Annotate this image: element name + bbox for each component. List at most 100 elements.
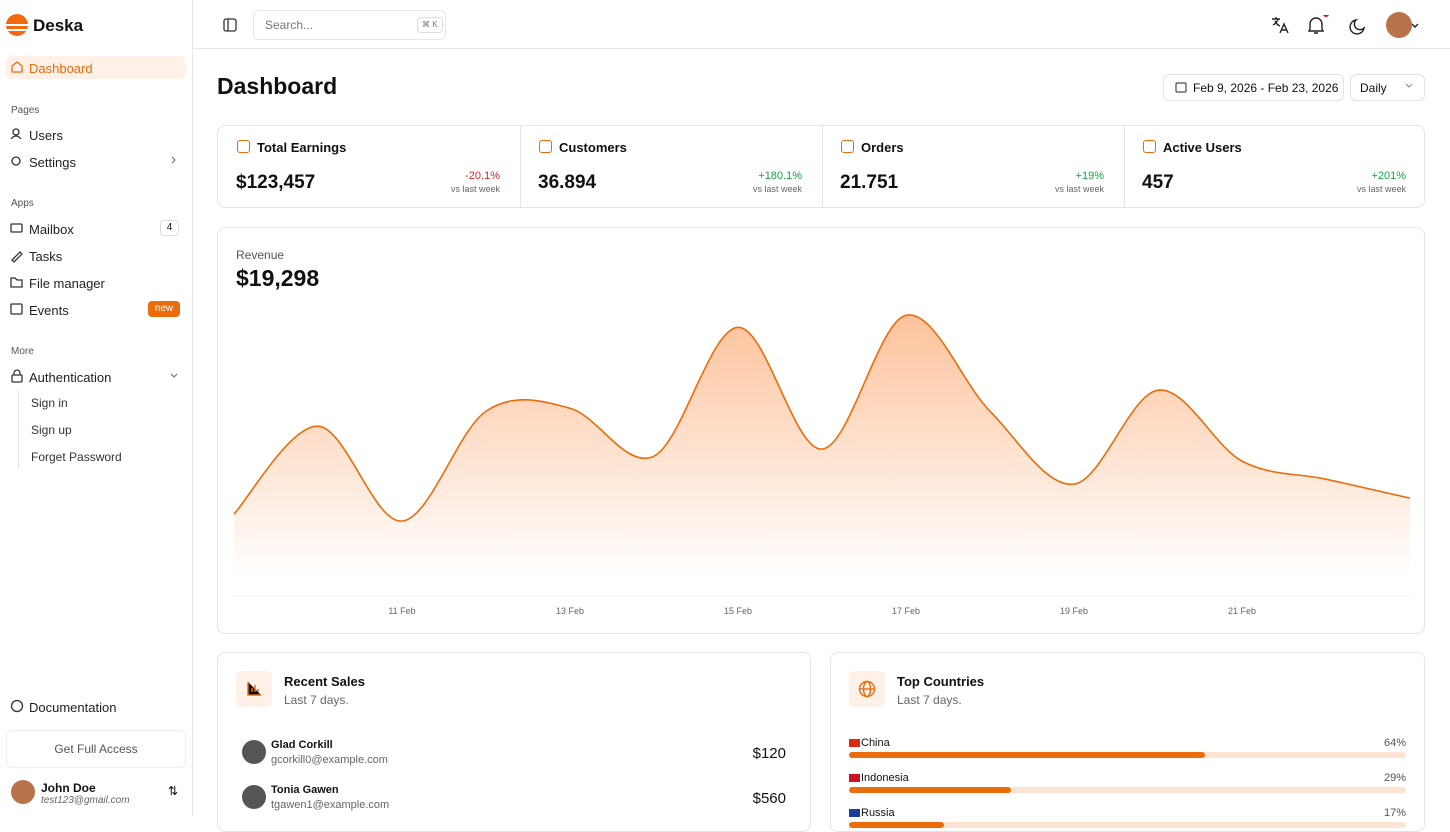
card-title: Recent Sales <box>284 674 365 689</box>
avatar <box>242 740 266 764</box>
stat-icon <box>539 140 552 153</box>
search-box[interactable] <box>253 10 446 40</box>
topbar-icons[interactable] <box>1270 15 1430 37</box>
home-icon <box>11 61 23 73</box>
nav-item[interactable]: Tasks <box>29 249 63 264</box>
divider <box>822 126 823 207</box>
divider <box>1124 126 1125 207</box>
cta-button[interactable]: Get Full Access <box>6 730 186 768</box>
kbd: ⌘ K <box>417 17 443 33</box>
nav-subitem[interactable]: Sign up <box>31 423 72 437</box>
switch-icon[interactable]: ⇅ <box>168 784 179 798</box>
user-email: test123@gmail.com <box>41 795 130 806</box>
bar-track <box>849 787 1406 793</box>
nav-item[interactable]: Mailbox <box>29 222 74 237</box>
country-share: 64% <box>1383 737 1406 749</box>
nav-group: Pages <box>11 105 40 116</box>
x-tick-label: 19 Feb <box>1060 606 1088 616</box>
stat-note: vs last week <box>752 184 802 194</box>
stat-value: 21.751 <box>840 172 899 193</box>
nav-item[interactable]: Dashboard <box>29 61 93 76</box>
chevrons <box>170 156 178 378</box>
date-range: Feb 9, 2026 - Feb 23, 2026 <box>1193 81 1339 95</box>
nav-item[interactable]: Events <box>29 303 69 318</box>
stat-note: vs last week <box>450 184 500 194</box>
chart: 11 Feb 13 Feb 15 Feb 17 Feb 19 Feb 21 Feb <box>233 314 1411 616</box>
sale-amount: $560 <box>752 790 786 807</box>
logo <box>5 14 29 36</box>
x-tick-label: 21 Feb <box>1228 606 1256 616</box>
topbar-border <box>193 48 1450 49</box>
nav-item[interactable]: Authentication <box>29 370 112 385</box>
flag <box>849 739 860 747</box>
nav-item[interactable]: File manager <box>29 276 105 291</box>
nav-group: More <box>11 346 34 357</box>
top-countries-card: Top Countries Last 7 days. China 64% Indon… <box>830 652 1425 832</box>
sidebar <box>0 0 193 816</box>
stat-label: Customers <box>559 140 627 155</box>
stat-icon <box>1143 140 1156 153</box>
x-tick-label: 17 Feb <box>892 606 920 616</box>
page-title: Dashboard <box>217 73 338 99</box>
avatar[interactable] <box>1386 12 1412 38</box>
user-name: John Doe <box>41 781 96 795</box>
stat-icon <box>237 140 250 153</box>
revenue-card: Revenue $19,298 11 Feb 13 Feb 15 Feb 17 Feb… <box>217 227 1425 634</box>
stat-change: +180.1% <box>758 170 802 182</box>
line <box>233 314 1411 522</box>
nav-item[interactable]: Users <box>29 128 63 143</box>
chart-title: $19,298 <box>236 265 320 291</box>
nav-subitem[interactable]: Forget Password <box>31 450 122 464</box>
stat-label: Orders <box>861 140 904 155</box>
chart-subtitle: Revenue <box>236 248 285 262</box>
nav-subitem[interactable]: Sign in <box>31 396 68 410</box>
date-picker[interactable] <box>1163 74 1344 101</box>
stat-note: vs last week <box>1356 184 1406 194</box>
x-tick-label: 11 Feb <box>388 606 415 616</box>
area <box>234 314 1410 576</box>
card-title: Top Countries <box>897 674 985 689</box>
nav-item[interactable]: Documentation <box>29 700 117 715</box>
stat-note: vs last week <box>1054 184 1104 194</box>
stat-value: 457 <box>1142 172 1174 193</box>
sale-name: Glad Corkill <box>271 739 333 751</box>
card-subtitle: Last 7 days. <box>284 693 349 707</box>
period-select[interactable] <box>1350 74 1425 101</box>
stat-change: +19% <box>1075 170 1104 182</box>
sale-name: Tonia Gawen <box>271 784 339 796</box>
toggle-icon[interactable] <box>223 18 237 32</box>
nav-item[interactable]: Settings <box>29 155 76 170</box>
nav-active[interactable] <box>6 56 186 79</box>
stat-label: Total Earnings <box>257 140 347 155</box>
stat-change: -20.1% <box>465 170 500 182</box>
stat-value: $123,457 <box>236 172 316 193</box>
country-share: 17% <box>1383 807 1406 819</box>
bar <box>849 822 944 828</box>
calendar-icon <box>1175 82 1187 93</box>
x-tick-label: 15 Feb <box>724 606 752 616</box>
nav-icons <box>10 128 23 315</box>
bar <box>849 787 1011 793</box>
flag <box>849 774 860 782</box>
stat-icon <box>841 140 854 153</box>
globe-icon <box>858 680 876 698</box>
sale-email: tgawen1@example.com <box>271 799 390 811</box>
lock-icon <box>11 369 23 383</box>
stat-change: +201% <box>1371 170 1406 182</box>
stat-value: 36.894 <box>538 172 597 193</box>
bar-icon <box>247 682 261 696</box>
card-subtitle: Last 7 days. <box>897 693 962 707</box>
stat-label: Active Users <box>1163 140 1242 155</box>
avatar <box>242 785 266 809</box>
sale-amount: $120 <box>752 745 786 762</box>
badge: 4 <box>160 220 179 236</box>
brand: Deska <box>33 16 84 35</box>
x-tick-label: 13 Feb <box>556 606 584 616</box>
flag <box>849 809 860 817</box>
sale-email: gcorkill0@example.com <box>271 754 388 766</box>
badge: new <box>148 301 180 317</box>
stats-card: Total Earnings $123,457 -20.1% vs last week… <box>217 125 1425 208</box>
divider <box>520 126 521 207</box>
country-name: Indonesia <box>861 772 909 784</box>
